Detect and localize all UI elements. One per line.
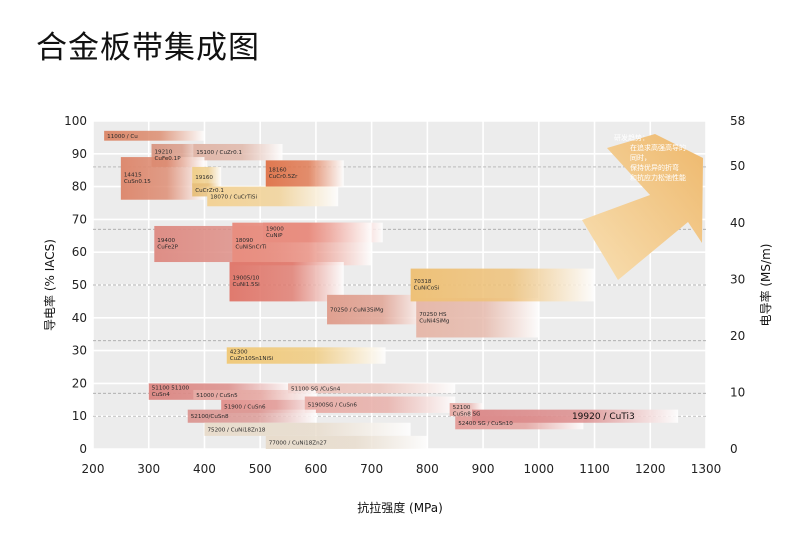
- y-right-tick-label: 10: [730, 385, 745, 399]
- y-left-axis-title: 导电率 (% IACS): [42, 239, 57, 331]
- alloy-label: 11000 / Cu: [107, 134, 138, 140]
- x-tick-label: 300: [137, 462, 160, 476]
- alloy-bar: [304, 396, 456, 413]
- alloy-label: 18090 CuNiSnCrTi: [235, 238, 267, 251]
- x-tick-label: 400: [193, 462, 216, 476]
- x-tick-label: 800: [416, 462, 439, 476]
- page-title: 合金板带集成图: [36, 30, 260, 66]
- alloy-label: 51000 / CuSn5: [196, 393, 238, 399]
- alloy-label: 19210 CuFe0.1P: [155, 149, 182, 162]
- trend-arrow-text: 同时，: [630, 153, 651, 162]
- alloy-label: 75200 / CuNi18Zn18: [207, 427, 265, 433]
- y-left-tick-label: 20: [72, 376, 87, 390]
- y-left-tick-label: 60: [72, 245, 87, 259]
- x-tick-label: 200: [82, 462, 105, 476]
- alloy-bar: [288, 383, 456, 394]
- alloy-label: 77000 / CuNi18Zn27: [269, 440, 327, 446]
- x-tick-label: 1100: [579, 462, 610, 476]
- alloy-bar: [226, 347, 386, 364]
- x-axis-title: 抗拉强度 (MPa): [357, 500, 443, 515]
- alloy-label: 18160 CuCr0.5Zr: [269, 167, 298, 180]
- y-right-axis-title: 电导率 (MS/m): [758, 244, 773, 327]
- y-right-tick-label: 50: [730, 159, 745, 173]
- alloy-label: 70318 CuNiCoSi: [414, 279, 440, 292]
- alloy-label: 51100 51100 CuSn4: [152, 386, 190, 399]
- y-right-tick-label: 40: [730, 216, 745, 230]
- alloy-label: 52100/CuSn8: [191, 414, 229, 420]
- trend-arrow-text: 研发趋势：: [614, 133, 649, 142]
- y-right-tick-label: 58: [730, 114, 745, 128]
- alloy-label: 70250 HS CuNi4SiMg: [419, 312, 450, 325]
- y-left-tick-label: 80: [72, 180, 87, 194]
- alloy-label: 51900 / CuSn6: [224, 404, 266, 410]
- alloy-bar: [229, 262, 344, 302]
- y-left-tick-label: 0: [79, 442, 87, 456]
- alloy-bar: [104, 130, 205, 141]
- y-left-tick-label: 10: [72, 409, 87, 423]
- alloy-label: 19000 CuNiP: [266, 227, 284, 240]
- alloy-label: 19400 CuFe2P: [157, 238, 178, 251]
- alloy-label: 52100 CuSn8 SG: [453, 405, 481, 418]
- y-left-tick-label: 30: [72, 344, 87, 358]
- alloy-bar: [221, 399, 322, 413]
- alloy-label: 70250 / CuNi3SiMg: [330, 308, 384, 314]
- alloy-bar: [410, 268, 595, 302]
- alloy-bar: [471, 409, 679, 423]
- trend-arrow-text: 保持优异的折弯: [630, 163, 679, 172]
- y-left-tick-label: 70: [72, 212, 87, 226]
- x-tick-label: 900: [472, 462, 495, 476]
- alloy-label: CuCrZr0.1: [195, 188, 224, 194]
- alloy-bar: [120, 157, 205, 200]
- x-tick-label: 600: [304, 462, 327, 476]
- y-left-tick-label: 40: [72, 311, 87, 325]
- alloy-bar: [207, 186, 339, 207]
- alloy-label: 18070 / CuCrTiSi: [210, 194, 257, 200]
- alloy-label: 52400 SG / CuSn10: [458, 421, 513, 427]
- alloy-label: 51100 SG /CuSn4: [291, 386, 341, 392]
- alloy-label: 19160: [195, 175, 213, 181]
- alloy-bar: [193, 143, 283, 161]
- y-right-tick-label: 0: [730, 442, 738, 456]
- alloy-bar: [192, 166, 222, 187]
- alloy-bar: [265, 435, 428, 449]
- alloy-label: 51900SG / CuSn6: [308, 403, 358, 409]
- alloy-label: 19920 / CuTi3: [572, 412, 635, 422]
- alloy-bar: [187, 409, 316, 423]
- y-left-tick-label: 50: [72, 278, 87, 292]
- alloy-label: 19005/10 CuNi1.5Si: [233, 276, 261, 289]
- alloy-bars: 11000 / Cu 19210 CuFe0.1P 15100 / CuZr0.1 14…: [104, 130, 679, 449]
- x-tick-label: 1000: [524, 462, 555, 476]
- axes: 200 300 400 500 600 700 800 900 1000 1100 1200 1300…: [42, 114, 773, 515]
- trend-arrow-text: 在追求高强高导的: [630, 143, 686, 152]
- alloy-bar: [204, 422, 411, 436]
- alloy-label: 15100 / CuZr0.1: [196, 150, 242, 156]
- trend-arrow-text: 和抗应力松弛性能: [630, 173, 686, 182]
- x-tick-label: 700: [360, 462, 383, 476]
- x-tick-label: 1200: [635, 462, 666, 476]
- alloy-bar: [416, 298, 539, 338]
- x-tick-label: 500: [249, 462, 272, 476]
- y-left-tick-label: 90: [72, 147, 87, 161]
- trend-arrow-shape: [582, 134, 703, 280]
- y-left-tick-label: 100: [64, 114, 87, 128]
- alloy-bar: [232, 222, 372, 266]
- alloy-label: 42300 CuZn10Sn1NiSi: [230, 350, 274, 363]
- alloy-bar: [193, 389, 316, 400]
- alloy-label: 14415 CuSn0.15: [124, 172, 151, 185]
- x-tick-label: 1300: [691, 462, 722, 476]
- alloy-bar: [265, 160, 344, 187]
- y-right-tick-label: 20: [730, 329, 745, 343]
- y-right-tick-label: 30: [730, 272, 745, 286]
